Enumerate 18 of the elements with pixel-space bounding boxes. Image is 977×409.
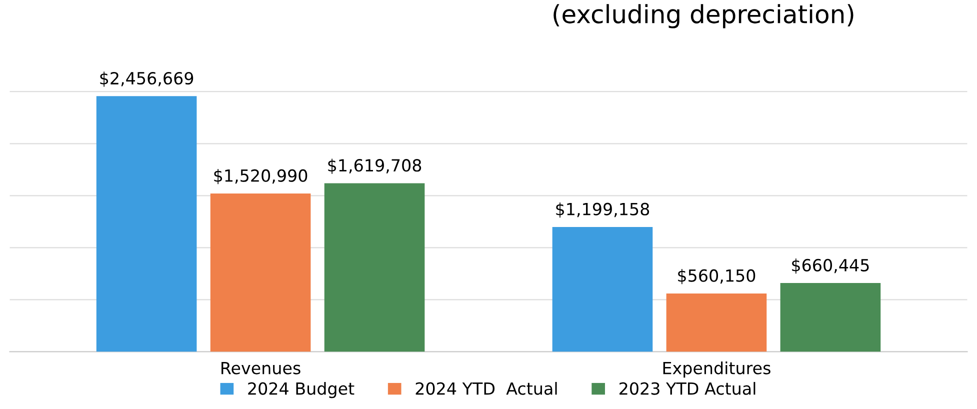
legend-label: 2023 YTD Actual <box>620 382 756 395</box>
legend-label: 2024 YTD Actual <box>416 382 557 395</box>
data-label: $560,150 <box>678 268 756 284</box>
bar <box>780 283 881 352</box>
data-label: $1,199,158 <box>556 202 650 218</box>
data-label: $660,445 <box>792 258 869 274</box>
data-label: $1,520,990 <box>214 169 308 184</box>
data-label: $2,456,669 <box>100 72 194 87</box>
x-tick-label: Expenditures <box>663 361 770 378</box>
bar <box>96 96 197 352</box>
bar <box>324 183 425 352</box>
chart-title: (excluding depreciation) <box>554 4 854 28</box>
x-tick-label: Revenues <box>222 362 300 374</box>
legend-label: 2024 Budget <box>248 382 354 398</box>
bar <box>666 293 767 352</box>
data-label: $1,619,708 <box>328 158 422 174</box>
bar <box>210 193 311 352</box>
bar <box>552 226 653 352</box>
